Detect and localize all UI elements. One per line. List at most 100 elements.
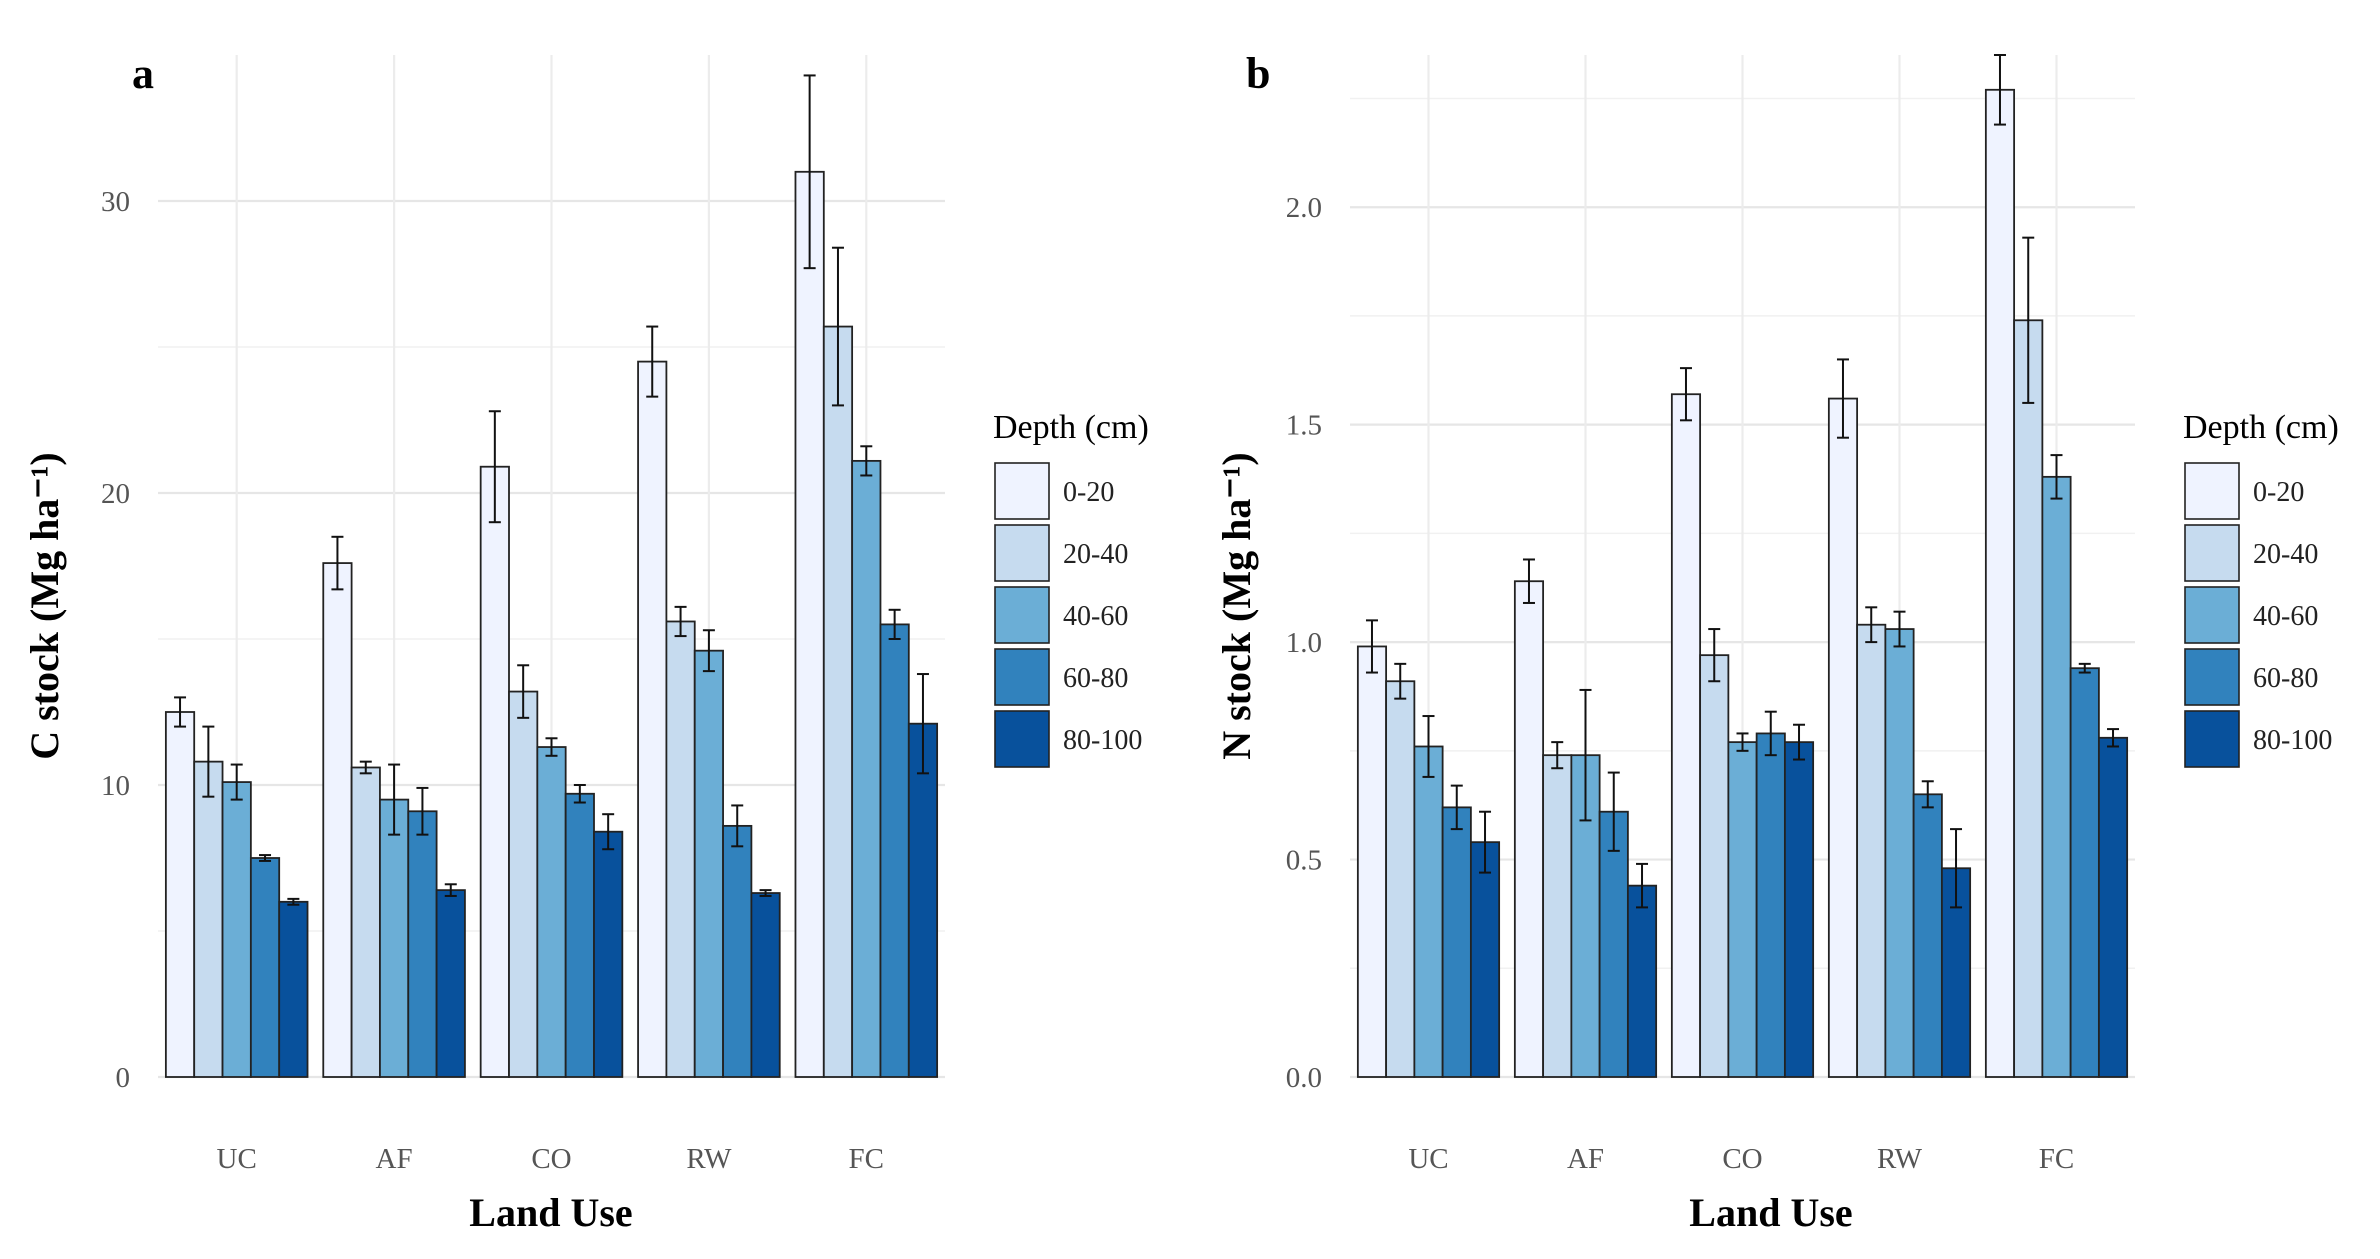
bar-CO-60-80 [564, 792, 595, 1078]
bar-RW-40-60 [693, 649, 724, 1078]
y-tick-label: 10 [101, 770, 130, 802]
y-tick-label: 0.5 [1286, 845, 1322, 877]
error-bar [888, 608, 901, 640]
error-bar [1394, 662, 1407, 700]
legend-label: 60-80 [2253, 663, 2318, 694]
bar-FC-20-40 [822, 325, 854, 1078]
bar-FC-60-80 [879, 623, 910, 1078]
error-bar [646, 325, 659, 398]
x-axis-title: Land Use [469, 1190, 632, 1235]
bar-FC-40-60 [851, 459, 882, 1078]
legend-swatch [994, 586, 1050, 644]
bar-CO-80-100 [1783, 741, 1815, 1078]
legend-title: Depth (cm) [2183, 409, 2339, 446]
error-bar [1950, 828, 1963, 909]
bar-RW-60-80 [1912, 793, 1943, 1078]
bar-RW-60-80 [722, 824, 753, 1078]
bar-AF-20-40 [350, 766, 381, 1078]
error-bar [1679, 367, 1692, 422]
error-bar [1450, 784, 1463, 831]
error-bar [331, 535, 344, 591]
panel-label: a [132, 49, 154, 98]
error-bar [1636, 862, 1649, 909]
x-tick-label: FC [2039, 1143, 2074, 1175]
legend-label: 80-100 [1063, 725, 1142, 756]
x-tick-label: CO [531, 1143, 571, 1175]
bar-AF-60-80 [407, 810, 438, 1078]
error-bar [1865, 606, 1878, 644]
legend-label: 40-60 [2253, 601, 2318, 632]
bar-RW-0-20 [1827, 397, 1859, 1078]
bar-CO-40-60 [1727, 741, 1758, 1078]
error-bar [759, 889, 772, 897]
error-bar [1479, 810, 1492, 874]
bar-CO-0-20 [1670, 393, 1702, 1078]
legend: Depth (cm) 0-20 20-40 40-60 60-80 80-100 [2183, 409, 2339, 768]
error-bar [2022, 236, 2035, 404]
legend-label: 40-60 [1063, 601, 1128, 632]
x-tick-label: UC [217, 1143, 257, 1175]
bar-AF-80-100 [435, 889, 466, 1078]
error-bar [702, 629, 715, 673]
legend-swatch [994, 524, 1050, 582]
error-bar [444, 883, 457, 897]
chart-panel-b: 0.0 0.5 1.0 1.5 2.0 UC AF CO RW FC b Land Use N stoc… [1214, 49, 2339, 1235]
bar-AF-0-20 [322, 562, 353, 1078]
x-tick-label: CO [1722, 1143, 1762, 1175]
x-tick-label: AF [1567, 1143, 1604, 1175]
x-axis-title: Land Use [1689, 1190, 1852, 1235]
bar-FC-0-20 [794, 170, 825, 1078]
legend-swatch [2184, 462, 2240, 520]
legend-label: 0-20 [1063, 477, 1114, 508]
error-bar [1607, 771, 1620, 852]
y-tick-label: 1.0 [1286, 627, 1322, 659]
legend-label: 20-40 [1063, 539, 1128, 570]
bar-CO-60-80 [1755, 732, 1786, 1078]
error-bar [202, 725, 215, 798]
bar-RW-20-40 [665, 620, 696, 1078]
error-bar [359, 760, 372, 775]
error-bar [1893, 610, 1906, 648]
bar-FC-80-100 [2097, 736, 2129, 1078]
y-tick-label: 2.0 [1286, 192, 1322, 224]
y-tick-label: 0.0 [1286, 1062, 1322, 1094]
bar-AF-0-20 [1513, 580, 1545, 1078]
bar-RW-20-40 [1856, 623, 1887, 1078]
bar-CO-0-20 [479, 465, 510, 1078]
error-bar [731, 804, 744, 848]
error-bar [416, 786, 429, 836]
error-bar [174, 696, 187, 728]
error-bar [1579, 688, 1592, 822]
chart-panel-a: 0 10 20 30 UC AF CO RW FC a Land Use C stock (Mg ha… [22, 49, 1149, 1235]
y-tick-label: 1.5 [1286, 410, 1322, 442]
y-tick-label: 30 [101, 186, 130, 218]
legend-swatch [2184, 586, 2240, 644]
bar-RW-0-20 [637, 360, 668, 1078]
bar-FC-60-80 [2069, 667, 2100, 1078]
bar-UC-60-80 [1441, 806, 1472, 1078]
bar-CO-20-40 [1699, 654, 1730, 1078]
error-bar [803, 74, 816, 270]
legend-swatch [994, 462, 1050, 520]
y-tick-label: 0 [116, 1062, 131, 1094]
bar-FC-80-100 [907, 722, 939, 1078]
error-bar [1921, 780, 1934, 809]
error-bar [517, 664, 530, 719]
error-bar [860, 445, 873, 477]
error-bar [573, 784, 586, 804]
error-bar [1993, 54, 2006, 126]
x-tick-label: RW [686, 1143, 732, 1175]
y-axis-title: C stock (Mg ha⁻¹) [22, 452, 67, 760]
legend-label: 0-20 [2253, 477, 2304, 508]
error-bar [259, 854, 272, 862]
y-axis-title: N stock (Mg ha⁻¹) [1214, 452, 1259, 760]
error-bar [1551, 741, 1564, 770]
bar-UC-60-80 [249, 857, 281, 1078]
x-tick-label: FC [849, 1143, 884, 1175]
x-tick-label: RW [1877, 1143, 1923, 1175]
error-bar [916, 673, 929, 775]
bar-UC-80-100 [278, 900, 309, 1078]
legend-swatch [994, 710, 1050, 768]
legend-swatch [2184, 710, 2240, 768]
